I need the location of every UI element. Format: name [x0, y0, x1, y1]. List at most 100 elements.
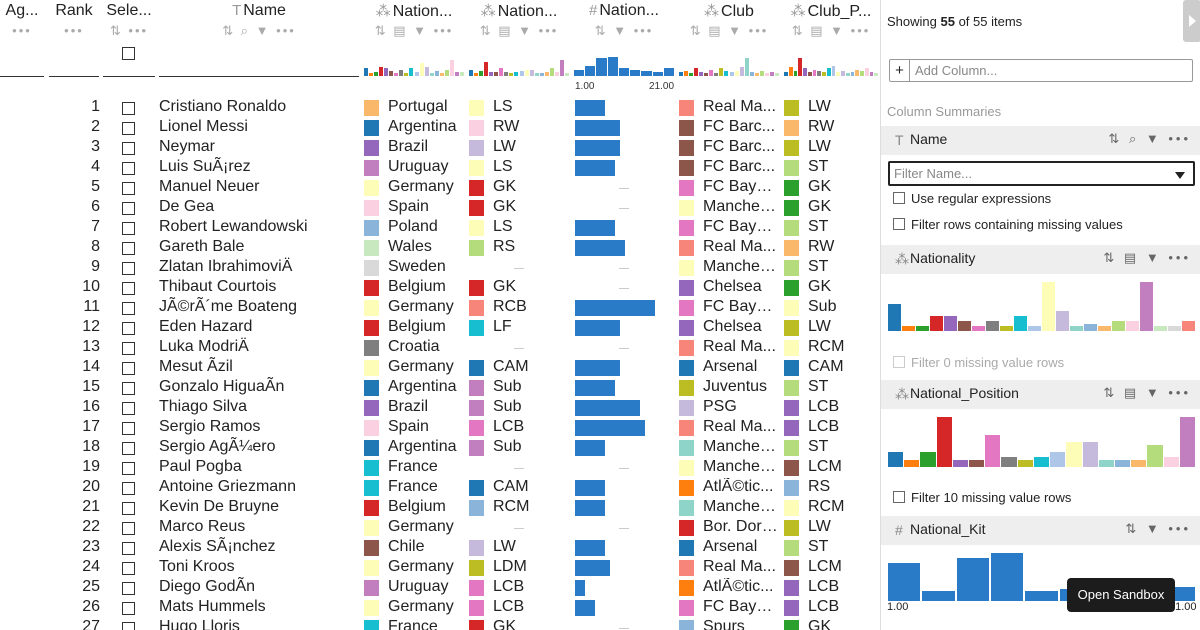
histogram-bar[interactable] [419, 63, 424, 76]
histogram-bar[interactable] [1070, 326, 1083, 331]
histogram-bar[interactable] [663, 68, 674, 76]
row-select-checkbox[interactable] [122, 602, 135, 615]
more-icon[interactable]: ••• [276, 23, 296, 38]
sort-icon[interactable]: ⇅ [1103, 250, 1118, 265]
filter-icon[interactable]: ▼ [413, 23, 429, 38]
row-select-checkbox[interactable] [122, 282, 135, 295]
row-select-checkbox[interactable] [122, 162, 135, 175]
column-title-national-kit[interactable]: # Nation... [574, 2, 674, 20]
histogram-bar[interactable] [1082, 442, 1098, 467]
table-row[interactable]: 6 De Gea Spain GK Manches... GK [0, 198, 880, 218]
sort-icon[interactable]: ⇅ [374, 23, 388, 38]
sort-icon[interactable]: ⇅ [222, 23, 236, 38]
table-row[interactable]: 10 Thibaut Courtois Belgium GK Chelsea GK [0, 278, 880, 298]
histogram-bar[interactable] [956, 557, 989, 601]
histogram-bar[interactable] [944, 316, 957, 331]
histogram-bar[interactable] [874, 73, 878, 76]
histogram-bar[interactable] [764, 73, 769, 76]
histogram-bar[interactable] [630, 69, 641, 76]
histogram-bar[interactable] [888, 452, 904, 467]
group-icon[interactable]: ▤ [810, 23, 825, 38]
nationality-header-histogram[interactable] [364, 48, 464, 76]
histogram-bar[interactable] [1017, 459, 1033, 467]
sort-icon[interactable]: ⇅ [1125, 521, 1140, 536]
column-tools[interactable]: ⇅ ⌕ ▼ ••• [159, 23, 359, 39]
histogram-bar[interactable] [709, 69, 714, 76]
column-header-national-kit[interactable]: # Nation... ⇅ ▼ ••• [574, 0, 674, 80]
histogram-bar[interactable] [1042, 282, 1055, 331]
histogram-bar[interactable] [729, 72, 734, 76]
histogram-bar[interactable] [841, 70, 845, 76]
nationality-missing-checkbox[interactable] [893, 356, 905, 368]
missing-rows-checkbox[interactable] [893, 218, 905, 230]
row-select-checkbox[interactable] [122, 422, 135, 435]
histogram-bar[interactable] [404, 73, 409, 76]
histogram-bar[interactable] [389, 70, 394, 76]
more-icon[interactable]: ••• [12, 23, 32, 38]
histogram-bar[interactable] [549, 68, 554, 76]
histogram-bar[interactable] [679, 72, 684, 76]
histogram-bar[interactable] [574, 69, 585, 76]
row-select-checkbox[interactable] [122, 302, 135, 315]
column-title-select[interactable]: Sele... [106, 2, 152, 19]
histogram-bar[interactable] [1131, 459, 1147, 467]
histogram-bar[interactable] [952, 459, 969, 467]
row-select-checkbox[interactable] [122, 442, 135, 455]
histogram-bar[interactable] [704, 73, 709, 76]
more-icon[interactable]: ••• [64, 23, 84, 38]
column-title-club-position[interactable]: ⁂ Club_P... [784, 2, 878, 21]
column-header-name[interactable]: T Name ⇅ ⌕ ▼ ••• [159, 0, 359, 80]
histogram-bar[interactable] [850, 72, 855, 76]
search-icon[interactable]: ⌕ [1128, 131, 1140, 146]
national-position-header-histogram[interactable] [469, 48, 569, 76]
histogram-bar[interactable] [714, 73, 719, 76]
column-header-rank[interactable]: Rank ••• [49, 0, 99, 80]
histogram-bar[interactable] [822, 72, 826, 76]
histogram-bar[interactable] [1025, 591, 1058, 601]
table-row[interactable]: 5 Manuel Neuer Germany GK FC Bayern GK [0, 178, 880, 198]
histogram-bar[interactable] [864, 68, 869, 76]
histogram-bar[interactable] [559, 60, 564, 76]
histogram-bar[interactable] [855, 69, 859, 76]
histogram-bar[interactable] [544, 72, 549, 76]
histogram-bar[interactable] [734, 70, 739, 76]
column-tools[interactable]: ⇅ ▤ ▼ ••• [364, 23, 464, 39]
filter-icon[interactable]: ▼ [1145, 521, 1162, 536]
row-select-checkbox[interactable] [122, 122, 135, 135]
histogram-bar[interactable] [689, 73, 694, 76]
histogram-bar[interactable] [798, 57, 802, 76]
histogram-bar[interactable] [958, 321, 971, 331]
table-row[interactable]: 7 Robert Lewandowski Poland LS FC Bayern ST [0, 218, 880, 238]
histogram-bar[interactable] [803, 68, 807, 76]
more-icon[interactable]: ••• [1168, 250, 1191, 265]
histogram-bar[interactable] [399, 69, 404, 76]
sort-icon[interactable]: ⇅ [1108, 131, 1123, 146]
histogram-bar[interactable] [869, 72, 874, 76]
table-row[interactable]: 16 Thiago Silva Brazil Sub PSG LCB [0, 398, 880, 418]
sort-icon[interactable]: ⇅ [689, 23, 703, 38]
histogram-bar[interactable] [1056, 311, 1069, 331]
histogram-bar[interactable] [902, 326, 915, 331]
row-select-checkbox[interactable] [122, 362, 135, 375]
histogram-bar[interactable] [454, 72, 459, 76]
more-icon[interactable]: ••• [433, 23, 454, 38]
histogram-bar[interactable] [374, 72, 379, 76]
row-select-checkbox[interactable] [122, 102, 135, 115]
national-kit-header-histogram[interactable] [574, 48, 674, 76]
histogram-bar[interactable] [969, 459, 985, 467]
histogram-bar[interactable] [424, 66, 429, 76]
group-icon[interactable]: ▤ [498, 23, 513, 38]
histogram-bar[interactable] [684, 70, 689, 76]
histogram-bar[interactable] [972, 326, 985, 331]
histogram-bar[interactable] [1001, 457, 1017, 467]
filter-icon[interactable]: ▼ [613, 23, 629, 38]
column-title-national-position[interactable]: ⁂ Nation... [469, 2, 569, 21]
histogram-bar[interactable] [504, 72, 509, 76]
histogram-bar[interactable] [618, 68, 630, 76]
histogram-bar[interactable] [409, 68, 414, 76]
more-icon[interactable]: ••• [1168, 131, 1191, 146]
histogram-bar[interactable] [1066, 442, 1082, 467]
histogram-bar[interactable] [1126, 321, 1139, 331]
more-icon[interactable]: ••• [850, 23, 871, 38]
row-select-checkbox[interactable] [122, 502, 135, 515]
